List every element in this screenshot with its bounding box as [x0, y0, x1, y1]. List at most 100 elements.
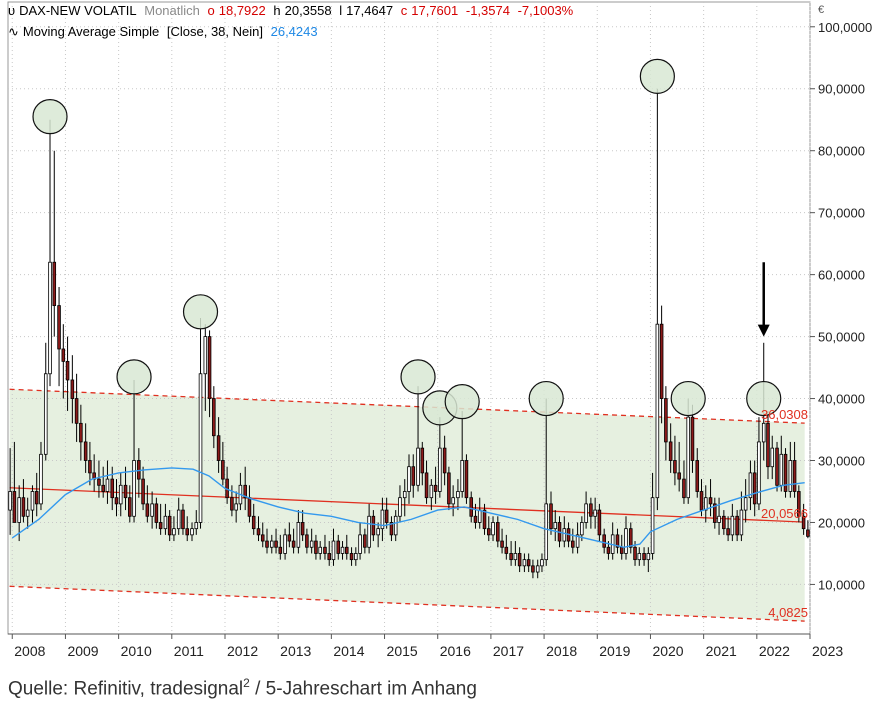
candle-body	[779, 453, 784, 486]
symbol-name: DAX-NEW VOLATIL	[19, 3, 137, 18]
candle-body	[562, 528, 567, 542]
candle-body	[402, 491, 407, 499]
candle-body	[105, 478, 110, 492]
candle-body	[251, 515, 256, 530]
candle-body	[132, 460, 136, 517]
candle-body	[602, 534, 606, 548]
candle-body	[624, 528, 628, 554]
candle-body	[500, 540, 504, 548]
candle-body	[544, 503, 548, 561]
candle-body	[97, 478, 101, 486]
candle-body	[580, 522, 584, 536]
candle-body	[230, 497, 234, 511]
candle-body	[300, 522, 305, 536]
candle-body	[806, 529, 810, 537]
source-caption: Quelle: Refinitiv, tradesignal2 / 5-Jahr…	[8, 676, 477, 700]
candle-body	[8, 491, 12, 511]
candle-body	[695, 460, 700, 492]
y-tick-label: 50,0000	[818, 330, 865, 345]
candle-body	[70, 379, 75, 399]
candle-body	[114, 497, 119, 505]
candle-body	[770, 447, 775, 468]
candle-body	[48, 261, 52, 375]
candle-body	[203, 336, 208, 375]
candle-body	[207, 336, 212, 399]
candle-body	[128, 497, 132, 517]
candle-body	[801, 515, 806, 530]
candle-body	[291, 540, 296, 548]
candle-body	[637, 553, 642, 561]
candle-body	[482, 509, 487, 530]
candle-body	[336, 540, 341, 554]
candle-body	[766, 422, 770, 468]
candle-body	[212, 398, 216, 437]
currency-label: €	[818, 4, 824, 16]
candle-body	[30, 491, 35, 511]
candle-body	[309, 540, 314, 548]
indicator-value: 26,4243	[270, 24, 318, 39]
channel-label: 4,0825	[768, 605, 808, 620]
candle-body	[274, 540, 278, 548]
candle-body	[429, 484, 434, 499]
candle-body	[349, 553, 354, 561]
candle-body	[593, 509, 597, 517]
change-value: -1,3574	[465, 3, 510, 18]
candle-body	[682, 478, 686, 499]
candle-body	[74, 398, 79, 424]
indicator-params: [Close, 38, Nein]	[166, 24, 263, 39]
candle-body	[358, 534, 362, 554]
chart-area: 36,0308 20,0566 4,0825 10,0000 20,0000 30,000…	[7, 1, 872, 659]
candle-body	[792, 460, 797, 492]
candle-body	[234, 503, 238, 511]
caption-rest: / 5-Jahreschart im Anhang	[249, 678, 477, 700]
candle-body	[571, 540, 575, 548]
candle-body	[371, 515, 376, 536]
candle-body	[703, 497, 708, 511]
candle-body	[739, 509, 744, 536]
candle-body	[327, 553, 331, 561]
candle-body	[424, 472, 429, 499]
candle-body	[123, 484, 128, 499]
candle-body	[287, 534, 292, 542]
candle-body	[659, 323, 664, 399]
candle-body	[717, 515, 721, 523]
candle-body	[296, 522, 301, 548]
y-tick-label: 10,0000	[818, 577, 865, 592]
x-tick-label: 2014	[333, 643, 364, 659]
x-tick-label: 2009	[67, 643, 98, 659]
low-value: 17,4647	[346, 3, 394, 18]
candle-body	[469, 497, 473, 517]
candle-body	[442, 447, 447, 474]
candle-body	[761, 422, 766, 443]
chart-header-price: ᴜ DAX-NEW VOLATIL Monatlich o 18,7922 h 20,…	[8, 3, 577, 18]
candle-body	[34, 491, 39, 505]
candle-body	[650, 497, 655, 554]
moving-average-line	[11, 467, 805, 548]
candle-body	[496, 522, 500, 542]
indicator-name: Moving Average Simple	[22, 24, 160, 39]
candle-body	[575, 534, 580, 548]
candle-body	[389, 522, 394, 536]
candle-body	[176, 509, 181, 530]
candle-body	[668, 441, 673, 461]
candle-body	[318, 546, 322, 554]
wave-icon: ∿	[8, 24, 19, 39]
x-tick-label: 2012	[227, 643, 258, 659]
candle-body	[354, 553, 358, 561]
channel-label: 20,0566	[761, 506, 808, 521]
candle-body	[655, 323, 660, 499]
candle-body	[323, 546, 327, 554]
candle-body	[752, 472, 757, 505]
candle-body	[398, 497, 402, 517]
candle-body	[487, 528, 491, 536]
candle-body	[416, 447, 420, 486]
candle-body	[65, 360, 70, 381]
candle-body	[52, 261, 57, 307]
candle-body	[380, 509, 385, 530]
candle-body	[57, 305, 61, 350]
candle-body	[743, 497, 748, 511]
candle-icon: ᴜ	[8, 3, 16, 18]
x-tick-label: 2019	[599, 643, 630, 659]
peak-circle	[528, 380, 564, 417]
open-label: o	[207, 3, 215, 18]
